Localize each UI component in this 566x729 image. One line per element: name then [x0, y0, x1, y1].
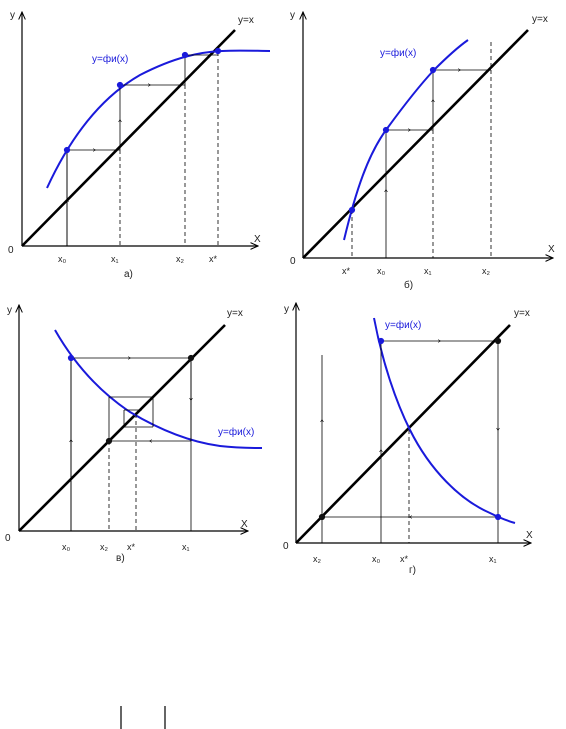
- curve-phi: [54, 329, 263, 449]
- panel-b: у у=х у=фи(х) Х 0 х* х₀ х₁ х₂ б): [290, 10, 555, 291]
- tick-label: х₁: [182, 542, 190, 552]
- point: [214, 47, 222, 55]
- point: [429, 66, 437, 74]
- point: [105, 437, 113, 445]
- point: [187, 354, 195, 362]
- curve-phi: [46, 49, 271, 189]
- panel-caption: в): [116, 553, 125, 564]
- curve-phi: [343, 39, 469, 241]
- origin-label: 0: [290, 256, 296, 267]
- diagonal-line: [302, 29, 529, 259]
- curve-label: у=фи(х): [385, 319, 421, 331]
- tick-label: х*: [209, 254, 218, 264]
- diagonal-line: [295, 324, 511, 544]
- panel-caption: а): [124, 269, 133, 280]
- curve-label: у=фи(х): [92, 53, 128, 65]
- diagonal-line: [18, 324, 226, 532]
- tick-label: х₂: [313, 554, 322, 564]
- origin-label: 0: [5, 533, 11, 544]
- tick-label: х*: [127, 542, 136, 552]
- point: [116, 81, 124, 89]
- tick-label: х₀: [372, 554, 381, 564]
- y-axis-label: у: [284, 304, 289, 315]
- point: [494, 337, 502, 345]
- point: [494, 513, 502, 521]
- x-axis-label: Х: [254, 234, 261, 245]
- tick-label: х₂: [100, 542, 109, 552]
- panel-caption: г): [409, 565, 416, 576]
- tick-label: х₁: [489, 554, 497, 564]
- y-axis-label: у: [290, 10, 295, 21]
- curve-label: у=фи(х): [380, 47, 416, 59]
- point: [348, 206, 356, 214]
- origin-label: 0: [283, 541, 289, 552]
- point: [382, 126, 390, 134]
- diagonal-line: [21, 29, 236, 247]
- tick-label: х₁: [111, 254, 119, 264]
- diagonal-label: у=х: [532, 14, 548, 25]
- tick-label: х₁: [424, 266, 432, 276]
- tick-label: х₂: [176, 254, 185, 264]
- x-axis-label: Х: [241, 519, 248, 530]
- x-axis-label: Х: [548, 244, 555, 255]
- tick-label: х*: [400, 554, 409, 564]
- curve-phi: [373, 317, 516, 524]
- tick-label: х₀: [377, 266, 386, 276]
- tick-label: х₀: [62, 542, 71, 552]
- tick-label: х₂: [482, 266, 491, 276]
- point: [181, 51, 189, 59]
- panel-a: у у=х у=фи(х) Х 0 х₀ х₁ х₂ х* а): [8, 10, 271, 280]
- y-axis-label: у: [10, 10, 15, 21]
- curve-label: у=фи(х): [218, 426, 254, 438]
- point: [67, 354, 75, 362]
- x-axis-label: Х: [526, 530, 533, 541]
- diagonal-label: у=х: [514, 308, 530, 319]
- panel-caption: б): [404, 279, 413, 291]
- panel-g: у у=х у=фи(х) Х 0 х₂ х₀ х* х₁ г): [283, 303, 533, 576]
- diagonal-label: у=х: [238, 15, 254, 26]
- point: [377, 337, 385, 345]
- point: [318, 513, 326, 521]
- y-axis-label: у: [7, 305, 12, 316]
- diagonal-label: у=х: [227, 308, 243, 319]
- origin-label: 0: [8, 245, 14, 256]
- tick-label: х*: [342, 266, 351, 276]
- tick-label: х₀: [58, 254, 67, 264]
- point: [63, 146, 71, 154]
- panel-v: у у=х у=фи(х) Х 0 х₀ х₂ х* х₁ в): [5, 305, 263, 564]
